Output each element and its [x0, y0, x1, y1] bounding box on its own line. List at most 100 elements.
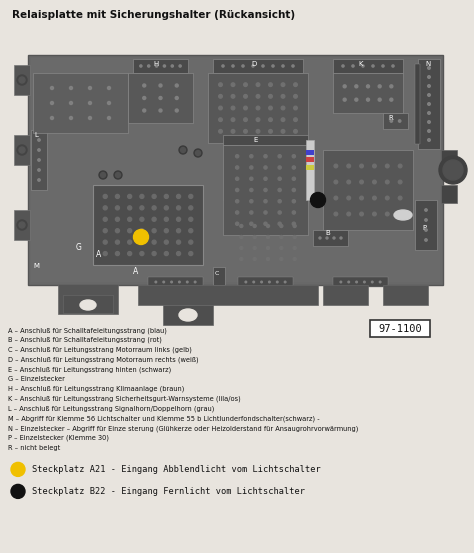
Text: G – Einzelstecker: G – Einzelstecker	[8, 376, 65, 382]
Circle shape	[231, 83, 235, 86]
Circle shape	[269, 95, 272, 98]
Circle shape	[51, 102, 54, 105]
Text: A – Anschluß für Schalltafeleitungsstrang (blau): A – Anschluß für Schalltafeleitungsstran…	[8, 327, 167, 333]
Circle shape	[366, 98, 370, 101]
Circle shape	[264, 177, 267, 180]
Circle shape	[189, 229, 193, 233]
Bar	[93, 185, 203, 265]
Circle shape	[70, 102, 73, 105]
Circle shape	[326, 237, 328, 239]
Circle shape	[189, 195, 193, 199]
Circle shape	[280, 247, 283, 249]
Circle shape	[128, 195, 132, 199]
Circle shape	[292, 211, 295, 214]
Circle shape	[143, 97, 146, 100]
Circle shape	[116, 229, 119, 233]
Circle shape	[294, 129, 297, 133]
Circle shape	[152, 206, 156, 210]
Circle shape	[334, 164, 337, 168]
Circle shape	[278, 200, 281, 203]
Text: L – Anschluß für Leitungsstrang Signalhorn/Doppelhorn (grau): L – Anschluß für Leitungsstrang Signalho…	[8, 405, 214, 412]
Circle shape	[256, 83, 260, 86]
Circle shape	[284, 281, 286, 283]
Text: N – Einzelstecker – Abgriff für Einze sterung (Glühkerze oder Heizolderstand für: N – Einzelstecker – Abgriff für Einze st…	[8, 425, 358, 431]
Bar	[306, 140, 314, 200]
Circle shape	[116, 206, 119, 210]
Circle shape	[281, 83, 285, 86]
Circle shape	[108, 117, 110, 119]
Circle shape	[398, 180, 402, 184]
Circle shape	[276, 281, 278, 283]
Circle shape	[264, 222, 267, 226]
Circle shape	[219, 83, 222, 86]
Circle shape	[175, 84, 178, 87]
Bar	[14, 135, 30, 165]
Circle shape	[425, 219, 427, 221]
Bar	[14, 210, 30, 240]
Text: Steckplatz A21 - Eingang Abblendlicht vom Lichtschalter: Steckplatz A21 - Eingang Abblendlicht vo…	[32, 466, 321, 474]
Circle shape	[11, 462, 25, 476]
Circle shape	[236, 177, 239, 180]
Circle shape	[128, 229, 132, 233]
Circle shape	[343, 98, 346, 101]
Circle shape	[116, 173, 120, 178]
Circle shape	[231, 118, 235, 122]
Circle shape	[236, 166, 239, 169]
Circle shape	[373, 196, 376, 200]
Circle shape	[222, 65, 224, 67]
Circle shape	[250, 211, 253, 214]
Circle shape	[392, 65, 394, 67]
Circle shape	[334, 180, 337, 184]
Circle shape	[100, 173, 106, 178]
Circle shape	[219, 129, 222, 133]
Circle shape	[186, 281, 188, 283]
Circle shape	[103, 229, 107, 233]
Text: E: E	[253, 137, 257, 143]
Circle shape	[292, 177, 295, 180]
Circle shape	[266, 258, 270, 260]
Circle shape	[250, 177, 253, 180]
Bar	[213, 267, 225, 285]
Bar	[208, 73, 308, 143]
Circle shape	[360, 196, 364, 200]
Ellipse shape	[179, 309, 197, 321]
Circle shape	[266, 247, 270, 249]
Circle shape	[362, 65, 364, 67]
Circle shape	[231, 95, 235, 98]
Circle shape	[70, 86, 73, 90]
Bar	[223, 135, 308, 145]
Circle shape	[390, 85, 393, 88]
Circle shape	[140, 217, 144, 221]
Bar	[128, 73, 193, 123]
Bar	[333, 59, 403, 73]
Circle shape	[189, 252, 193, 255]
Circle shape	[189, 206, 193, 210]
Text: E – Anschluß für Leitungsstrang hinten (schwarz): E – Anschluß für Leitungsstrang hinten (…	[8, 366, 171, 373]
Bar	[333, 277, 388, 287]
Text: B: B	[325, 230, 330, 236]
Circle shape	[253, 236, 256, 238]
Circle shape	[256, 95, 260, 98]
Bar	[323, 150, 413, 230]
Circle shape	[399, 120, 401, 122]
Circle shape	[179, 146, 187, 154]
Circle shape	[99, 171, 107, 179]
Circle shape	[428, 103, 430, 105]
Circle shape	[264, 166, 267, 169]
Circle shape	[38, 159, 40, 161]
Circle shape	[38, 149, 40, 151]
Circle shape	[140, 252, 144, 255]
Circle shape	[343, 85, 346, 88]
Circle shape	[236, 155, 239, 158]
Circle shape	[347, 212, 350, 216]
Text: H – Anschluß für Leitungsstrang Klimaanlage (braun): H – Anschluß für Leitungsstrang Klimaanl…	[8, 386, 184, 392]
Circle shape	[280, 258, 283, 260]
Circle shape	[152, 240, 156, 244]
Bar	[418, 59, 440, 149]
Bar	[441, 150, 457, 168]
Circle shape	[278, 211, 281, 214]
Circle shape	[294, 95, 297, 98]
Circle shape	[428, 85, 430, 87]
Circle shape	[152, 217, 156, 221]
Circle shape	[152, 229, 156, 233]
